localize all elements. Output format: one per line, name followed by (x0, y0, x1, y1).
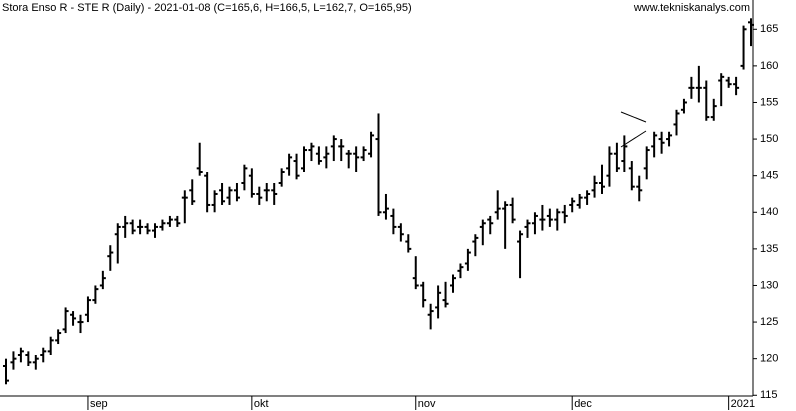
y-tick-label: 160 (760, 60, 778, 72)
y-tick-label: 125 (760, 316, 778, 328)
x-tick-label: dec (574, 398, 592, 410)
y-tick-label: 155 (760, 96, 778, 108)
x-tick-label: 2021 (731, 398, 755, 410)
chart-subtitle: www.tekniskanalys.com (633, 2, 750, 14)
y-tick-label: 115 (760, 389, 778, 401)
x-tick-label: nov (418, 398, 436, 410)
y-tick-label: 120 (760, 353, 778, 365)
chart-title: Stora Enso R - STE R (Daily) - 2021-01-0… (2, 2, 412, 14)
x-tick-label: sep (90, 398, 108, 410)
y-tick-label: 130 (760, 279, 778, 291)
y-tick-label: 165 (760, 23, 778, 35)
y-tick-label: 150 (760, 133, 778, 145)
y-tick-label: 140 (760, 206, 778, 218)
trend-line (620, 111, 647, 123)
y-tick-label: 145 (760, 170, 778, 182)
y-tick-label: 135 (760, 243, 778, 255)
x-tick-label: okt (254, 398, 269, 410)
